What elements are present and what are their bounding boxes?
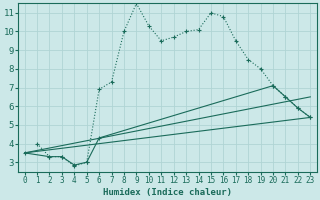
X-axis label: Humidex (Indice chaleur): Humidex (Indice chaleur) <box>103 188 232 197</box>
